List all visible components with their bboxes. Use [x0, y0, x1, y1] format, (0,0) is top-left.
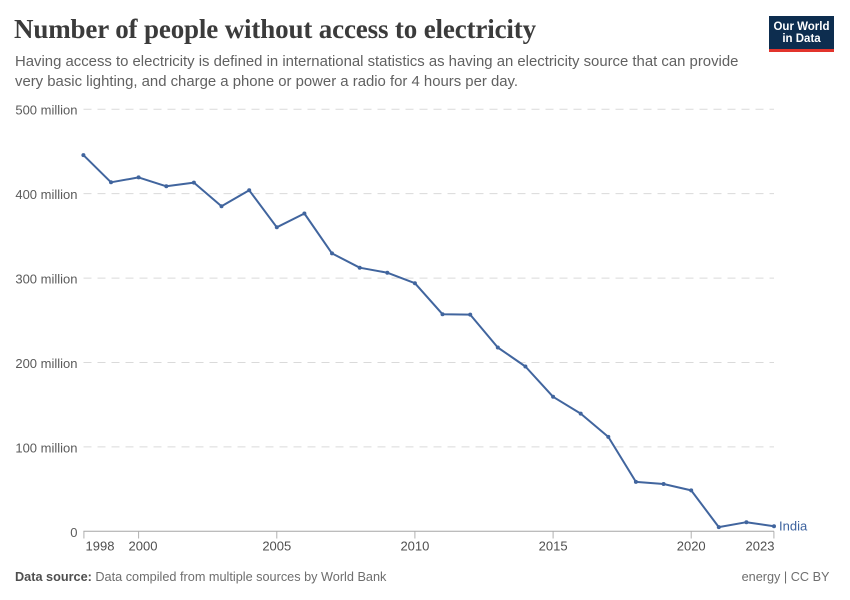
svg-text:2005: 2005	[262, 538, 291, 553]
svg-text:2000: 2000	[129, 538, 158, 553]
svg-text:100 million: 100 million	[15, 440, 77, 455]
svg-text:500 million: 500 million	[15, 103, 77, 118]
svg-text:2020: 2020	[677, 538, 706, 553]
svg-text:200 million: 200 million	[15, 356, 77, 371]
svg-text:0: 0	[70, 525, 77, 540]
svg-text:India: India	[779, 519, 808, 534]
svg-text:1998: 1998	[86, 538, 115, 553]
svg-text:2023: 2023	[746, 538, 775, 553]
svg-text:2015: 2015	[539, 538, 568, 553]
svg-text:300 million: 300 million	[15, 272, 77, 287]
svg-text:2010: 2010	[400, 538, 429, 553]
svg-text:400 million: 400 million	[15, 187, 77, 202]
